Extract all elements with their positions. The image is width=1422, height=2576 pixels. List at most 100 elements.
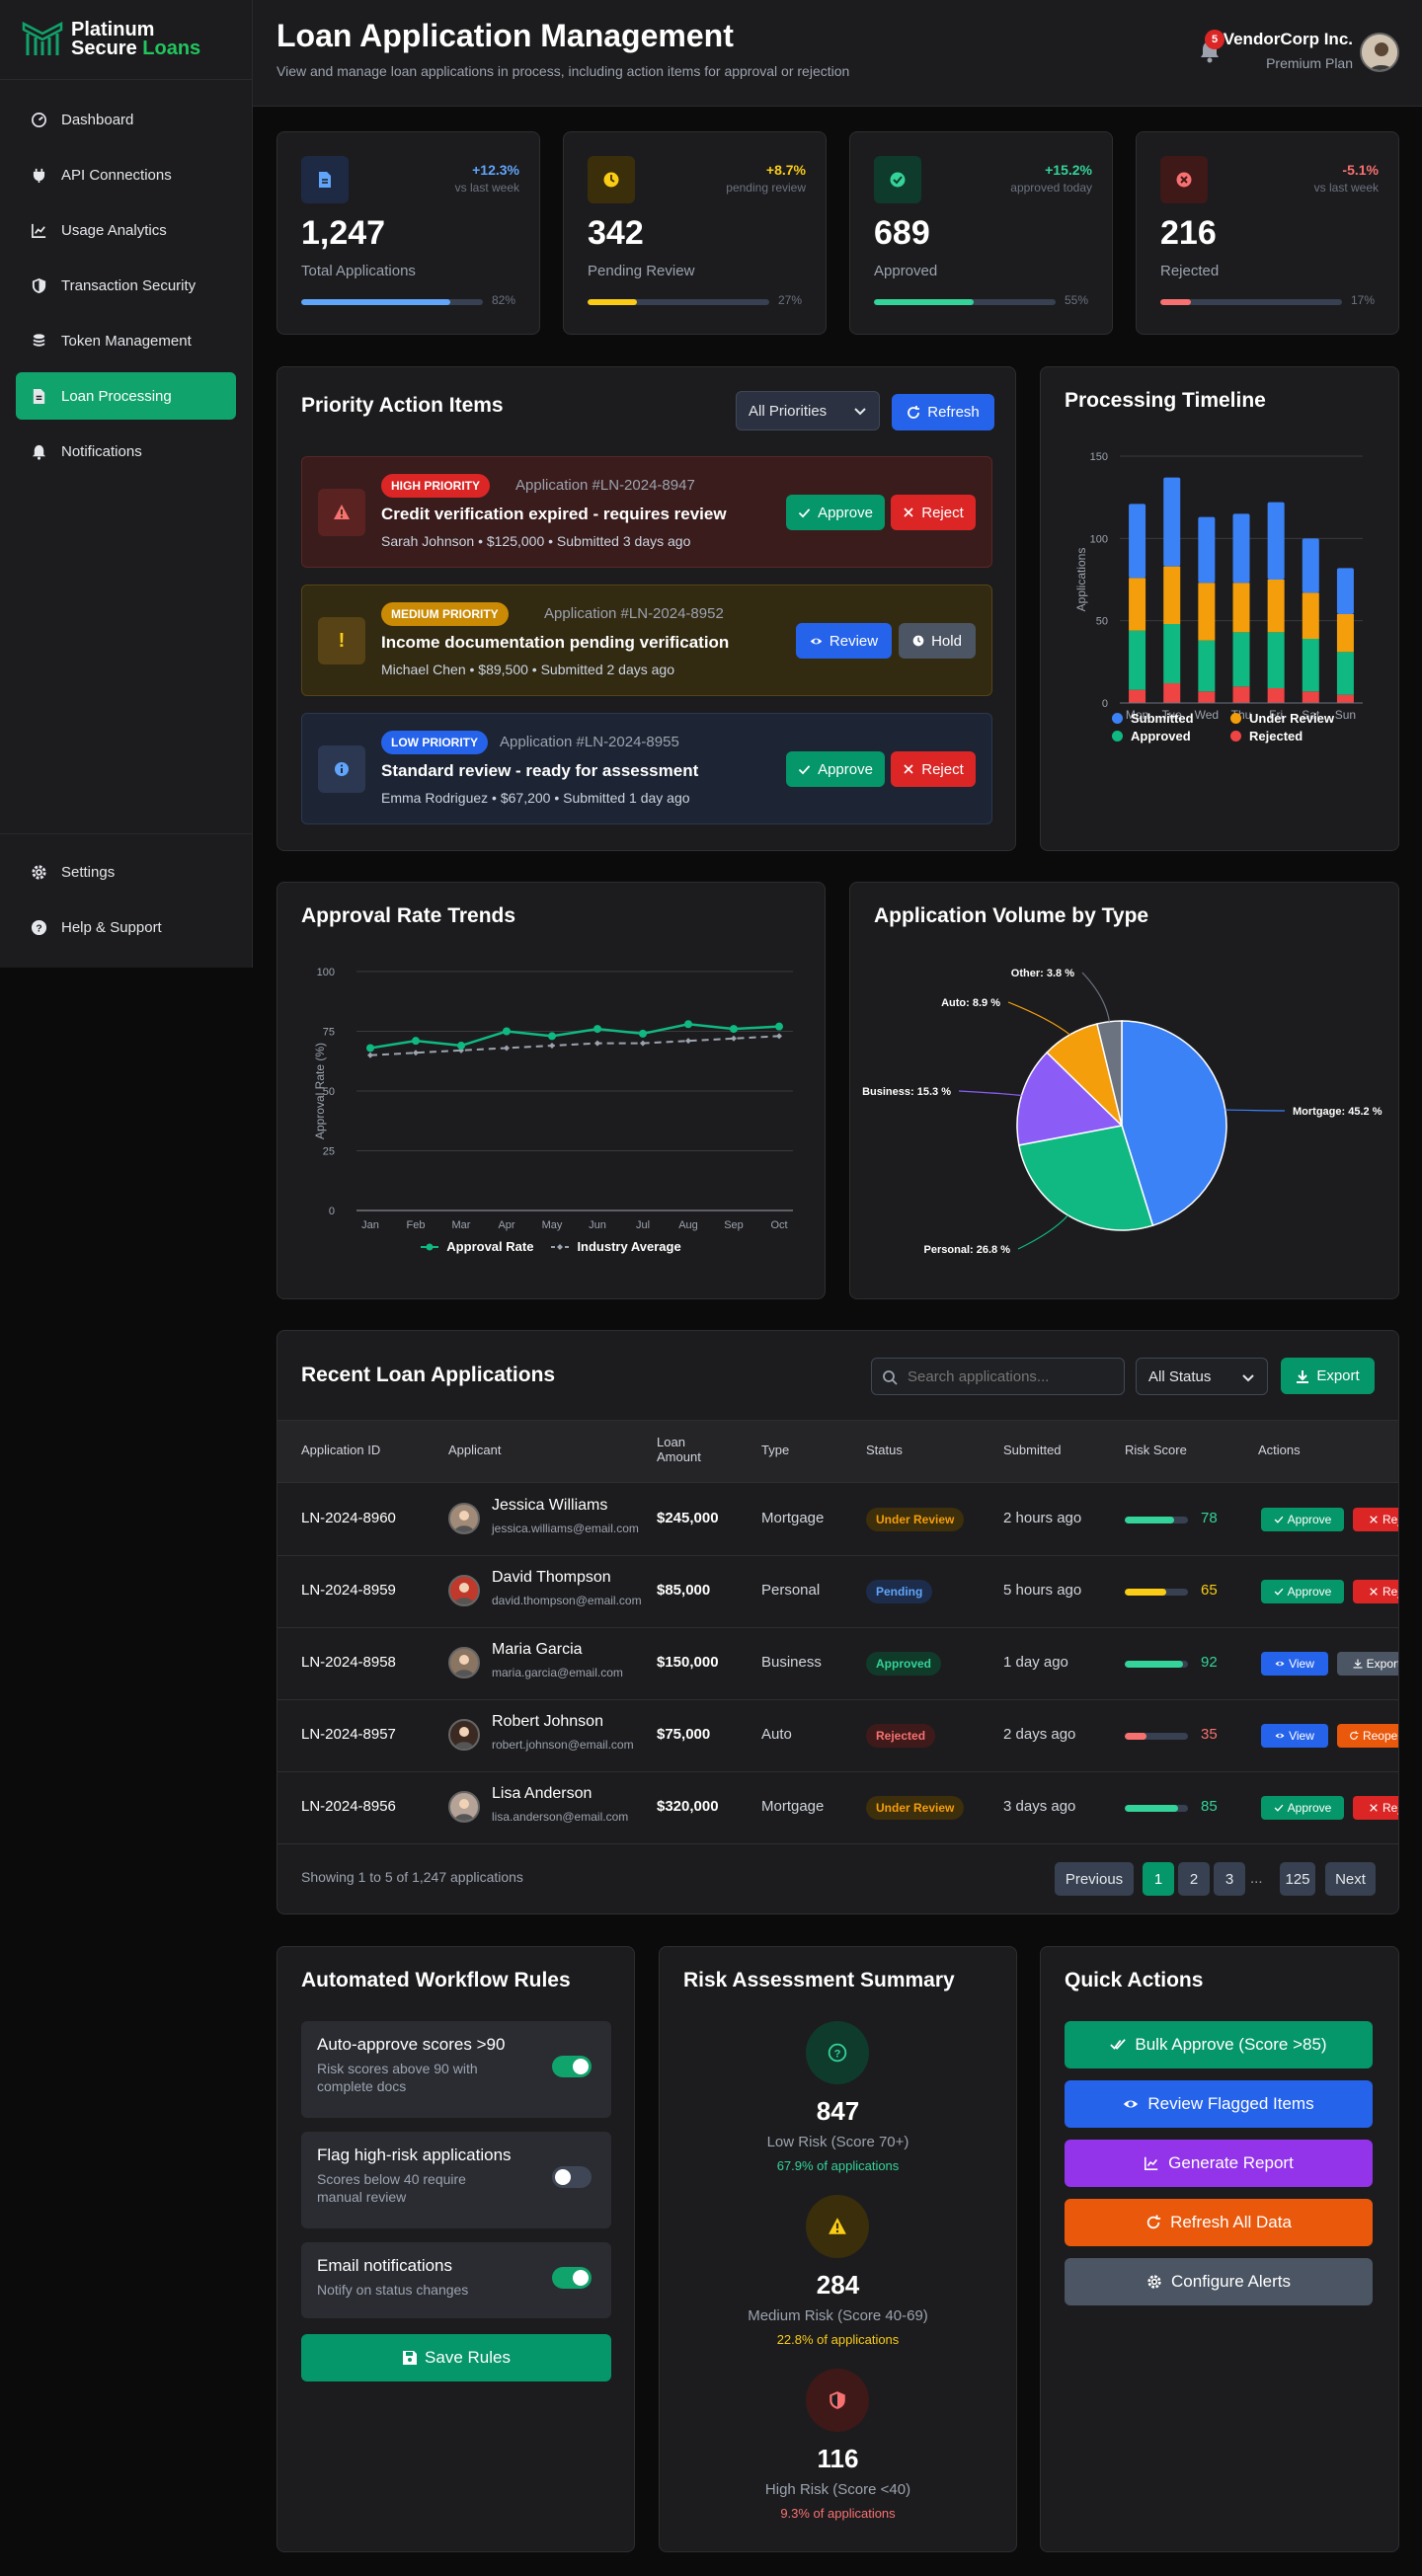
sidebar-item-notifications[interactable]: Notifications	[16, 428, 236, 475]
stat-change-label: vs last week	[454, 181, 519, 195]
x-tick-label: Jan	[361, 1219, 379, 1231]
export-button[interactable]: Export	[1281, 1358, 1375, 1394]
chevron-down-icon	[854, 408, 866, 416]
previous-page-button[interactable]: Previous	[1055, 1862, 1134, 1896]
series-point	[776, 1033, 782, 1040]
approve-button[interactable]: Approve	[1261, 1796, 1344, 1820]
reject-button[interactable]: Reject	[891, 495, 976, 530]
column-header[interactable]: Type	[761, 1443, 790, 1457]
search-box[interactable]	[871, 1358, 1125, 1395]
approve-button[interactable]: Approve	[1261, 1508, 1344, 1531]
x-icon	[1370, 1588, 1378, 1596]
reopen-button[interactable]: Reopen	[1337, 1724, 1398, 1748]
x-icon	[904, 507, 913, 517]
view-button[interactable]: View	[1261, 1652, 1328, 1676]
sidebar-item-transaction-security[interactable]: Transaction Security	[16, 262, 236, 309]
reject-button[interactable]: Reject	[891, 751, 976, 787]
risk-title: Risk Assessment Summary	[683, 1969, 955, 1991]
table-row[interactable]: LN-2024-8960 Jessica Williams jessica.wi…	[277, 1484, 1398, 1556]
page-button[interactable]: 1	[1143, 1862, 1174, 1896]
column-header[interactable]: Application ID	[301, 1443, 381, 1457]
cell-risk-score: 35	[1201, 1726, 1218, 1743]
column-header[interactable]: Submitted	[1003, 1443, 1062, 1457]
table-row[interactable]: LN-2024-8957 Robert Johnson robert.johns…	[277, 1700, 1398, 1772]
sidebar-item-label: API Connections	[61, 166, 172, 184]
sidebar-item-usage-analytics[interactable]: Usage Analytics	[16, 206, 236, 254]
trends-legend: Approval Rate Industry Average	[277, 1239, 825, 1254]
pie-label: Other: 3.8 %	[1011, 968, 1074, 979]
search-input[interactable]	[908, 1365, 1115, 1388]
sidebar-item-dashboard[interactable]: Dashboard	[16, 96, 236, 143]
reject-button[interactable]: Reject	[1353, 1508, 1398, 1531]
next-page-button[interactable]: Next	[1325, 1862, 1376, 1896]
column-header[interactable]: Applicant	[448, 1443, 502, 1457]
table-row[interactable]: LN-2024-8956 Lisa Anderson lisa.anderson…	[277, 1772, 1398, 1844]
save-rules-button[interactable]: Save Rules	[301, 2334, 611, 2381]
cell-applicant-name: Robert Johnson	[492, 1713, 603, 1730]
check-icon	[1274, 1516, 1284, 1523]
cell-submitted: 1 day ago	[1003, 1654, 1068, 1671]
column-header[interactable]: Status	[866, 1443, 903, 1457]
risk-score-bar	[1125, 1517, 1188, 1523]
gear-icon	[1147, 2275, 1161, 2289]
refresh-button[interactable]: Refresh	[892, 394, 994, 430]
stat-change-label: pending review	[726, 181, 806, 195]
volume-pie-chart: Mortgage: 45.2 % Personal: 26.8 % Business…	[862, 968, 1382, 1256]
x-tick-label: Fri	[1269, 708, 1283, 722]
approve-button[interactable]: Approve	[1261, 1580, 1344, 1603]
reject-button[interactable]: Reject	[1353, 1796, 1398, 1820]
account-info[interactable]: VendorCorp Inc. Premium Plan	[1224, 30, 1353, 71]
brand-logo[interactable]: Platinum Secure Loans	[22, 18, 200, 61]
company-plan: Premium Plan	[1266, 55, 1353, 71]
table-row[interactable]: LN-2024-8958 Maria Garcia maria.garcia@e…	[277, 1628, 1398, 1700]
status-badge: Under Review	[866, 1508, 965, 1531]
user-avatar[interactable]	[1360, 33, 1399, 72]
rule-description: Scores below 40 require manual review	[317, 2171, 466, 2205]
column-header[interactable]: Risk Score	[1125, 1443, 1187, 1457]
hold-button[interactable]: Hold	[899, 623, 976, 659]
stat-card: +15.2% approved today 689 Approved 55%	[849, 131, 1113, 335]
priority-actions-card: Priority Action Items All Priorities Ref…	[276, 366, 1016, 851]
approve-button[interactable]: Approve	[786, 495, 885, 530]
rule-toggle[interactable]	[552, 2166, 592, 2188]
series-point	[413, 1050, 419, 1056]
priority-item-title: Standard review - ready for assessment	[381, 761, 699, 780]
bar-segment-approved	[1129, 630, 1146, 690]
table-row[interactable]: LN-2024-8959 David Thompson david.thomps…	[277, 1556, 1398, 1628]
approve-button[interactable]: Approve	[786, 751, 885, 787]
view-button[interactable]: View	[1261, 1724, 1328, 1748]
priority-filter-select[interactable]: All Priorities	[736, 391, 880, 430]
risk-icon-circle: ?	[806, 2021, 869, 2084]
quick-action-configure-alerts[interactable]: Configure Alerts	[1065, 2258, 1373, 2305]
export-button[interactable]: Export	[1337, 1652, 1398, 1676]
quick-action-refresh-all-data[interactable]: Refresh All Data	[1065, 2199, 1373, 2246]
review-button[interactable]: Review	[796, 623, 892, 659]
rule-toggle[interactable]	[552, 2267, 592, 2289]
series-point	[412, 1037, 420, 1046]
priority-item: ! MEDIUM PRIORITY Application #LN-2024-8…	[301, 585, 992, 696]
page-button[interactable]: 3	[1214, 1862, 1245, 1896]
sidebar-item-help-support[interactable]: ? Help & Support	[16, 903, 236, 951]
series-point	[504, 1045, 510, 1052]
quick-action-review-flagged-items[interactable]: Review Flagged Items	[1065, 2080, 1373, 2128]
sidebar-item-api-connections[interactable]: API Connections	[16, 151, 236, 198]
cell-amount: $150,000	[657, 1654, 719, 1671]
brand-line2b: Loans	[142, 38, 201, 59]
legend-item: Industry Average	[551, 1239, 681, 1254]
stat-card: +8.7% pending review 342 Pending Review …	[563, 131, 827, 335]
reject-button[interactable]: Reject	[1353, 1580, 1398, 1603]
sidebar-item-settings[interactable]: Settings	[16, 848, 236, 896]
quick-action-bulk-approve-score[interactable]: Bulk Approve (Score >85)	[1065, 2021, 1373, 2069]
status-filter-select[interactable]: All Status	[1136, 1358, 1268, 1395]
sidebar-item-token-management[interactable]: Token Management	[16, 317, 236, 364]
sidebar-item-loan-processing[interactable]: Loan Processing	[16, 372, 236, 420]
column-header[interactable]: Loan Amount	[657, 1435, 701, 1464]
status-badge: Pending	[866, 1580, 933, 1603]
page-button[interactable]: 2	[1178, 1862, 1210, 1896]
column-header[interactable]: Actions	[1258, 1443, 1301, 1457]
quick-action-generate-report[interactable]: Generate Report	[1065, 2140, 1373, 2187]
timeline-legend: Submitted Under Review Approved Rejected	[1112, 711, 1369, 743]
rule-toggle[interactable]	[552, 2056, 592, 2077]
stat-value: 1,247	[301, 214, 386, 252]
page-button[interactable]: 125	[1280, 1862, 1315, 1896]
